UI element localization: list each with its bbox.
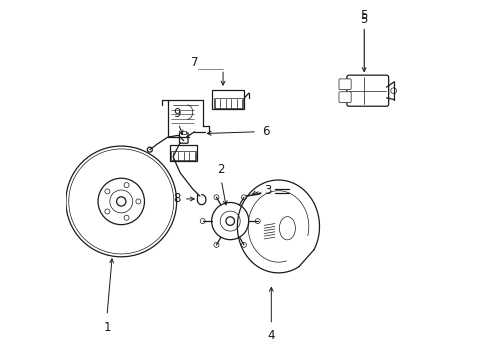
Text: 3: 3 xyxy=(264,184,271,197)
Bar xyxy=(181,131,186,134)
FancyBboxPatch shape xyxy=(338,92,350,103)
Text: 1: 1 xyxy=(103,321,110,334)
Text: 7: 7 xyxy=(190,55,198,68)
Circle shape xyxy=(390,88,396,94)
Bar xyxy=(213,98,243,108)
Text: 5: 5 xyxy=(360,9,367,22)
Text: 6: 6 xyxy=(261,125,268,138)
Bar xyxy=(171,151,196,160)
Text: 5: 5 xyxy=(360,13,367,26)
FancyBboxPatch shape xyxy=(338,79,350,90)
Ellipse shape xyxy=(279,217,295,240)
FancyBboxPatch shape xyxy=(179,133,188,143)
Text: 2: 2 xyxy=(217,163,224,176)
Text: 8: 8 xyxy=(173,193,181,206)
Text: 9: 9 xyxy=(173,107,181,120)
Circle shape xyxy=(116,197,125,206)
FancyBboxPatch shape xyxy=(346,75,388,106)
Text: 4: 4 xyxy=(267,329,274,342)
FancyBboxPatch shape xyxy=(212,90,244,109)
Circle shape xyxy=(225,217,234,225)
Bar xyxy=(170,145,197,161)
